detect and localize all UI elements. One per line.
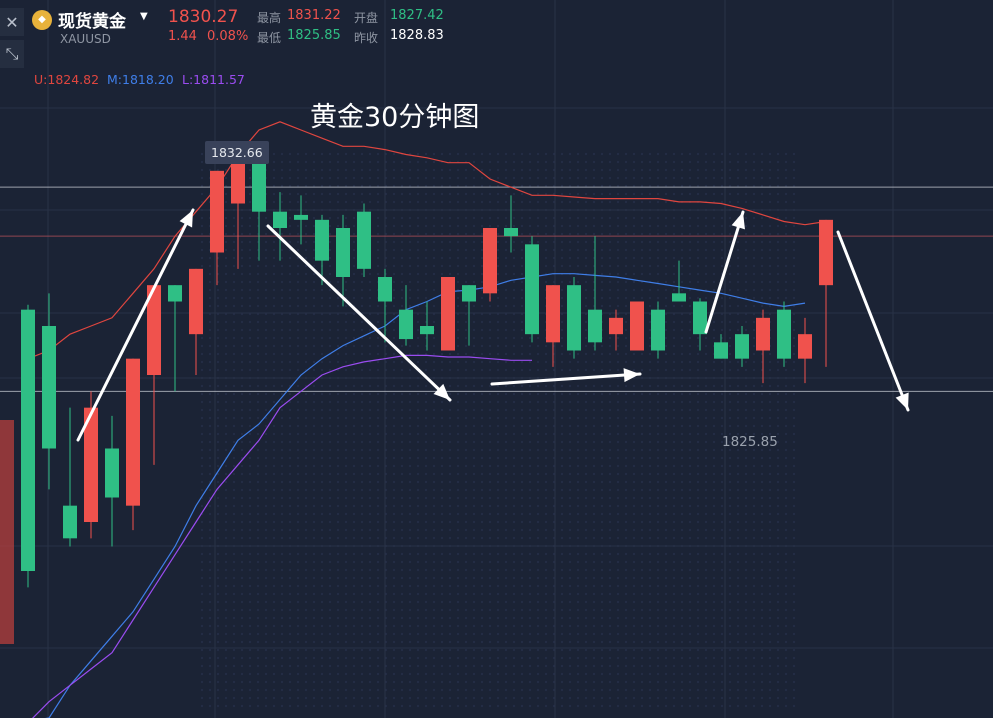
candle-body-29 [630,301,644,351]
candle-body-35 [756,317,770,351]
high-value: 1831.22 [287,8,341,23]
candle-body-32 [693,301,707,335]
candle-body-3 [84,407,98,522]
left-toolbar: ✕ ⤡ [0,0,24,718]
last-price: 1830.27 [168,7,239,27]
price-change: 1.44 [168,29,197,44]
candle-body-37 [798,334,812,359]
low-marker-label: 1825.85 [722,434,778,450]
boll-lower-value: L:1811.57 [182,72,245,87]
candle-body-22 [483,228,497,294]
boll-middle-value: M:1818.20 [107,72,174,87]
candle-body-4 [105,448,119,498]
map-texture [200,150,800,710]
candle-body-19 [420,326,434,335]
open-value: 1827.42 [390,8,444,23]
candle-body-15 [336,228,350,277]
candle-body-13 [294,214,308,220]
trend-arrow-down-1-shaft [266,224,452,402]
candle-body-26 [567,285,581,351]
boll-upper-line [27,121,827,360]
trend-arrow-up-1-head [179,210,193,228]
low-label: 最低 [257,31,282,45]
symbol-code: XAUUSD [60,32,111,46]
price-change-pct: 0.08% [207,29,249,44]
candle-body-21 [462,285,476,302]
partial-candle [0,420,14,644]
caret-down-icon[interactable]: ▼ [140,11,148,22]
candle-body-14 [315,219,329,261]
candle-body-5 [126,358,140,506]
candle-body-1 [42,326,56,449]
candle-body-6 [147,285,161,375]
candle-body-28 [609,317,623,335]
candle-body-18 [399,309,413,340]
candle-body-10 [231,154,245,204]
trend-arrow-down-1-head [433,383,450,400]
candle-body-25 [546,285,560,343]
candle-body-33 [714,342,728,359]
candle-body-38 [819,219,833,286]
candle-body-2 [63,505,77,539]
trend-arrow-up-2-shaft [704,210,745,334]
candle-body-16 [357,211,371,269]
candle-body-23 [504,228,518,237]
candle-body-12 [273,211,287,228]
trend-arrow-down-2-head [895,392,909,410]
candle-body-31 [672,293,686,302]
prev-close-label: 昨收 [354,31,379,45]
trend-arrow-up-2-head [731,212,745,230]
gold-coin-icon: ◆ [32,10,52,30]
trend-arrow-flat-shaft [490,372,642,386]
boll-lower-line [32,354,532,718]
chart-title: 黄金30分钟图 [310,102,480,133]
candle-body-9 [210,170,224,253]
candle-body-24 [525,244,539,335]
candle-body-36 [777,309,791,359]
close-icon[interactable]: ✕ [0,8,24,36]
candle-body-0 [21,309,35,571]
prev-close-value: 1828.83 [390,28,444,43]
candle-body-27 [588,309,602,343]
trend-arrow-down-2-shaft [836,230,910,412]
open-label: 开盘 [354,11,379,25]
trend-arrow-up-1-shaft [76,208,195,442]
symbol-name[interactable]: 现货黄金 [58,12,126,32]
candle-body-7 [168,285,182,302]
candle-body-8 [189,268,203,335]
candle-body-20 [441,277,455,351]
high-marker-tooltip: 1832.66 [205,141,269,164]
candle-body-17 [378,277,392,302]
trend-arrow-flat-head [623,368,640,383]
pin-tool-icon[interactable]: ⤡ [0,40,24,68]
boll-middle-line [45,273,806,718]
high-label: 最高 [257,11,282,25]
candle-body-34 [735,334,749,359]
candle-body-11 [252,154,266,212]
candle-body-30 [651,309,665,351]
low-value: 1825.85 [287,28,341,43]
boll-upper-value: U:1824.82 [34,72,100,87]
